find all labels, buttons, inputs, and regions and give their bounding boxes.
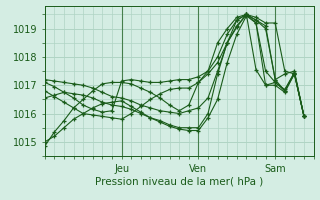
X-axis label: Pression niveau de la mer( hPa ): Pression niveau de la mer( hPa ) — [95, 176, 263, 186]
